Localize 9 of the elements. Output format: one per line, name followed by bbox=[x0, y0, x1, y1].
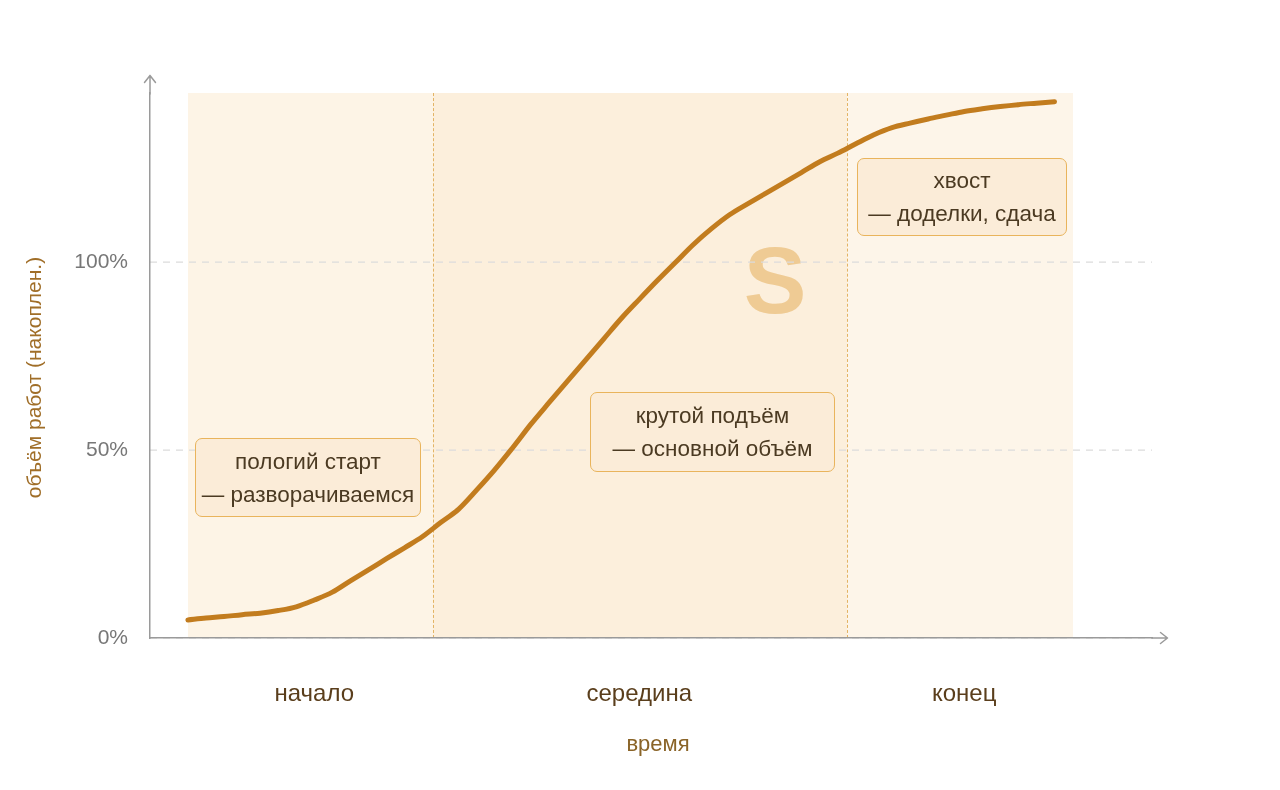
y-tick-label: 100% bbox=[74, 248, 128, 272]
annotation: S bbox=[743, 227, 807, 333]
x-tick-label: конец bbox=[932, 679, 997, 707]
x-tick-label: начало bbox=[274, 679, 355, 707]
y-tick-label: 0% bbox=[97, 624, 128, 648]
y-axis-title: объём работ (накоплен.) bbox=[21, 256, 45, 499]
x-tick-label: середина bbox=[586, 679, 693, 707]
y-tick-label: 50% bbox=[85, 436, 128, 460]
x-axis-title: время bbox=[626, 731, 690, 757]
